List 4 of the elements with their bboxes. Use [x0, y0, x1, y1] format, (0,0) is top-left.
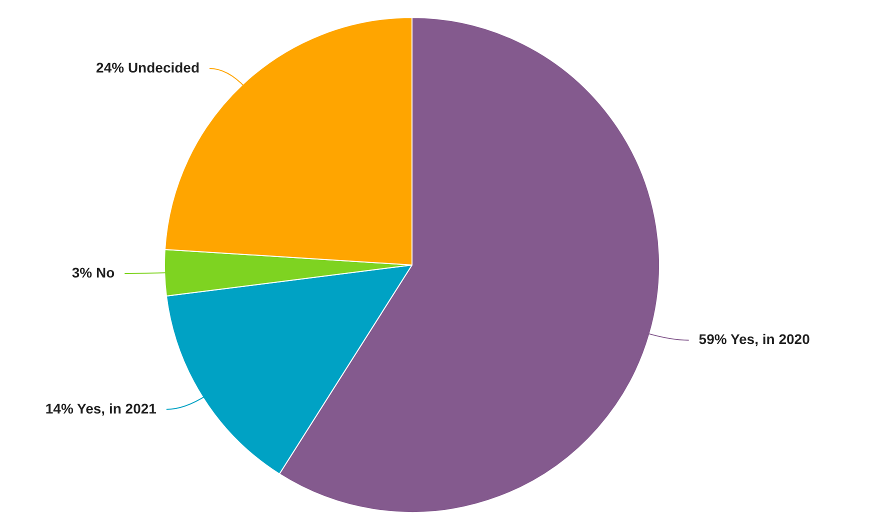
- slice-label: 59% Yes, in 2020: [698, 331, 810, 348]
- slice-label: 3% No: [72, 264, 115, 280]
- slice-label: 14% Yes, in 2021: [45, 400, 157, 416]
- slice-label: 24% Undecided: [96, 59, 200, 76]
